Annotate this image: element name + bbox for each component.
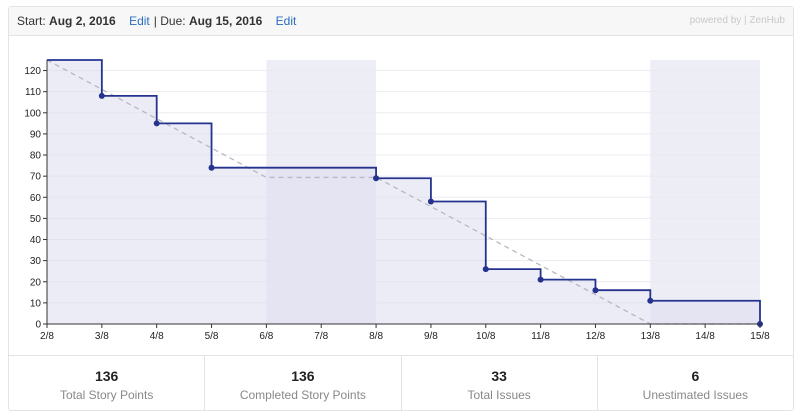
due-label: Due: bbox=[160, 14, 186, 28]
data-point bbox=[537, 276, 544, 283]
x-tick-label: 4/8 bbox=[150, 331, 164, 342]
x-tick-label: 14/8 bbox=[695, 331, 715, 342]
data-point bbox=[647, 297, 654, 304]
y-tick-label: 20 bbox=[30, 277, 42, 288]
data-point bbox=[98, 92, 105, 99]
stat-total-story-points: 136 Total Story Points bbox=[9, 356, 206, 411]
data-point bbox=[153, 120, 160, 127]
start-label: Start: bbox=[17, 14, 46, 28]
data-point bbox=[592, 287, 599, 294]
x-tick-label: 7/8 bbox=[314, 331, 328, 342]
stat-label: Total Story Points bbox=[59, 388, 154, 402]
x-tick-label: 5/8 bbox=[205, 331, 219, 342]
stat-value: 33 bbox=[491, 368, 507, 384]
stat-value: 136 bbox=[291, 368, 315, 384]
stat-value: 136 bbox=[94, 368, 119, 384]
y-tick-label: 10 bbox=[30, 298, 42, 309]
x-tick-label: 9/8 bbox=[424, 331, 438, 342]
y-tick-label: 120 bbox=[24, 66, 41, 77]
stat-value: 6 bbox=[691, 368, 700, 384]
ideal-line bbox=[46, 59, 760, 325]
y-tick-label: 50 bbox=[30, 214, 42, 225]
y-tick-label: 80 bbox=[30, 151, 42, 162]
data-point bbox=[373, 175, 380, 182]
stat-completed-story-points: 136 Completed Story Points bbox=[205, 356, 402, 411]
x-tick-label: 11/8 bbox=[531, 331, 550, 342]
x-tick-label: 3/8 bbox=[95, 331, 109, 342]
burndown-chart: 0 10 20 30 40 50 60 70 80 90 100 110 120 2/8 3/8 4/8 5/8… bbox=[24, 59, 770, 342]
stat-label: Unestimated Issues bbox=[642, 388, 749, 402]
y-tick-label: 70 bbox=[30, 172, 42, 183]
x-tick-label: 12/8 bbox=[586, 331, 606, 342]
x-tick-label: 10/8 bbox=[476, 331, 496, 342]
y-tick-label: 60 bbox=[30, 193, 42, 204]
stats-bar: 136 Total Story Points 136 Completed Story… bbox=[9, 355, 793, 411]
y-tick-label: 0 bbox=[35, 320, 41, 331]
weekend-band bbox=[650, 60, 760, 324]
due-date: Aug 15, 2016 bbox=[188, 14, 263, 28]
x-tick-label: 13/8 bbox=[641, 331, 661, 342]
stat-label: Total Issues bbox=[467, 388, 531, 402]
data-point bbox=[482, 266, 489, 273]
header: Start: Aug 2, 2016 Edit | Due: Aug 15, 20… bbox=[9, 7, 793, 36]
y-tick-label: 30 bbox=[30, 256, 42, 267]
edit-due-link[interactable]: Edit bbox=[275, 14, 297, 28]
edit-start-link[interactable]: Edit bbox=[129, 14, 150, 28]
y-tick-label: 90 bbox=[30, 129, 42, 140]
y-tick-label: 100 bbox=[24, 108, 41, 119]
data-point bbox=[208, 164, 215, 171]
x-tick-label: 15/8 bbox=[750, 331, 770, 342]
stat-unestimated-issues: 6 Unestimated Issues bbox=[598, 356, 793, 411]
y-tick-label: 40 bbox=[30, 235, 42, 246]
y-tick-label: 110 bbox=[25, 87, 41, 98]
x-tick-label: 6/8 bbox=[259, 331, 273, 342]
stat-total-issues: 33 Total Issues bbox=[402, 356, 598, 411]
remaining-step-line bbox=[47, 59, 761, 324]
burndown-panel: Start: Aug 2, 2016 Edit | Due: Aug 15, 20… bbox=[8, 6, 794, 411]
start-date: Aug 2, 2016 bbox=[49, 14, 116, 28]
separator: | bbox=[153, 14, 157, 28]
x-tick-label: 8/8 bbox=[369, 331, 383, 342]
data-point bbox=[427, 198, 434, 205]
x-tick-label: 2/8 bbox=[40, 331, 54, 342]
powered-by: powered by | ZenHub bbox=[689, 15, 785, 26]
stat-label: Completed Story Points bbox=[239, 388, 366, 402]
